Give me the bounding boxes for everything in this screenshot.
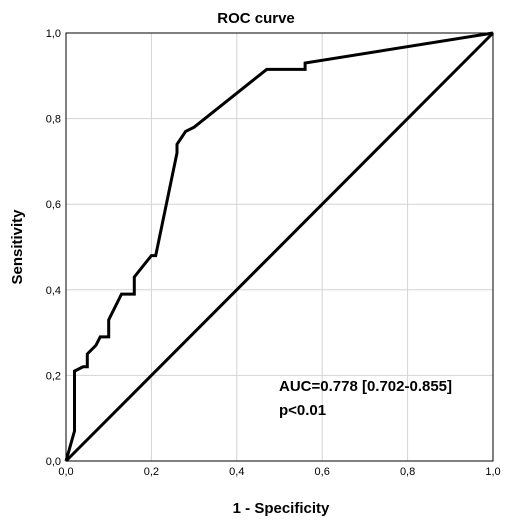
auc-annotation: AUC=0.778 [0.702-0.855] xyxy=(279,378,452,395)
x-tick-label: 0,8 xyxy=(400,466,415,478)
x-tick-label: 1,0 xyxy=(485,466,500,478)
y-tick-label: 0,4 xyxy=(46,285,61,297)
x-tick-label: 0,6 xyxy=(315,466,330,478)
series-group xyxy=(64,31,495,463)
reference-diagonal-line xyxy=(64,31,495,463)
x-axis-label: 1 - Specificity xyxy=(233,500,330,517)
roc-curve-line xyxy=(64,31,494,462)
p-value-annotation: p<0.01 xyxy=(279,402,326,419)
x-tick-label: 0,0 xyxy=(58,466,73,478)
plot-frame xyxy=(65,32,494,462)
y-tick-label: 0,2 xyxy=(46,370,61,382)
y-tick-label: 0,8 xyxy=(46,114,61,126)
x-tick-labels: 0,0 0,2 0,4 0,6 0,8 1,0 xyxy=(58,466,500,478)
x-tick-label: 0,2 xyxy=(144,466,159,478)
y-tick-label: 0,6 xyxy=(46,199,61,211)
y-tick-labels: 0,0 0,2 0,4 0,6 0,8 1,0 xyxy=(46,28,61,468)
chart-title: ROC curve xyxy=(217,10,295,27)
gridlines xyxy=(66,33,493,461)
y-tick-label: 1,0 xyxy=(46,28,61,40)
y-axis-label: Sensitivity xyxy=(9,209,26,285)
x-tick-label: 0,4 xyxy=(229,466,244,478)
y-tick-label: 0,0 xyxy=(46,456,61,468)
